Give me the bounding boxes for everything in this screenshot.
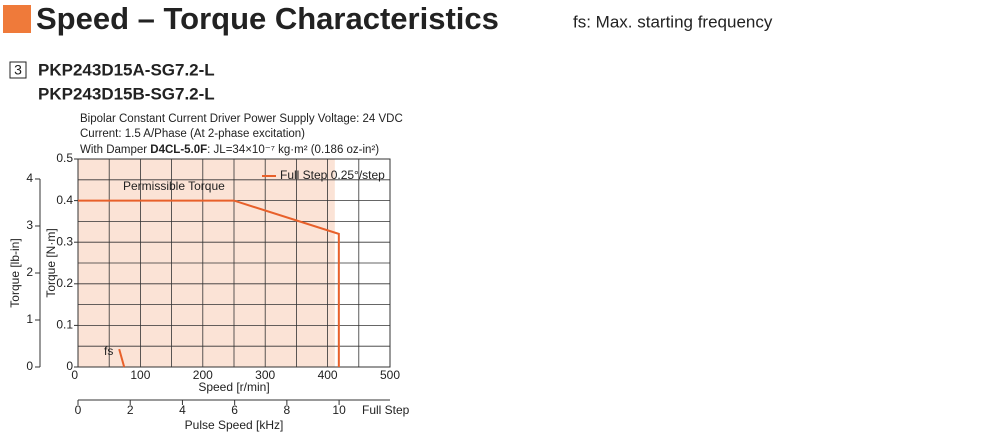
model: PKP243D15A-SG7.2-L xyxy=(38,60,215,79)
y2-axis-label: Torque [lb-in] xyxy=(8,238,22,307)
y-axis-label: Torque [N·m] xyxy=(44,228,58,297)
y2-tick-label: 2 xyxy=(26,265,33,279)
note: fs: Max. starting frequency xyxy=(573,12,773,31)
x-axis-label: Speed [r/min] xyxy=(198,380,269,394)
x-tick-label: 300 xyxy=(255,368,275,382)
x-tick-label: 200 xyxy=(193,368,213,382)
condition: Bipolar Constant Current Driver Power Su… xyxy=(80,113,403,125)
y-tick-label: 0 xyxy=(66,359,73,373)
damper: With Damper D4CL-5.0F: JL=34×10⁻⁷ kg·m² … xyxy=(80,144,379,156)
y-tick-label: 0.2 xyxy=(56,276,73,290)
x2-tick-label: 10 xyxy=(332,403,346,417)
page-title: Speed – Torque Characteristics xyxy=(36,1,499,36)
damper-inertia: : JL=34×10⁻⁷ kg·m² (0.186 oz-in²) xyxy=(207,144,379,156)
number-box xyxy=(9,61,27,79)
x-tick-label: 500 xyxy=(380,368,400,382)
model: PKP243D15B-SG7.2-L xyxy=(38,84,215,103)
legend-label: Full Step 0.25°/step xyxy=(280,168,385,182)
x2-tick-label: 2 xyxy=(127,403,134,417)
x2-axis-label: Pulse Speed [kHz] xyxy=(185,418,284,432)
y2-tick-label: 1 xyxy=(26,312,33,326)
region-label: Permissible Torque xyxy=(123,179,225,193)
fs-line xyxy=(118,348,126,368)
damper-prefix: With Damper xyxy=(80,144,150,156)
x-tick-label: 100 xyxy=(130,368,150,382)
x2-end-label: Full Step xyxy=(362,403,410,417)
x-tick-label: 400 xyxy=(318,368,338,382)
y2-tick-label: 0 xyxy=(26,359,33,373)
x2-tick-label: 4 xyxy=(179,403,186,417)
condition: Current: 1.5 A/Phase (At 2-phase excitat… xyxy=(80,128,305,140)
y-tick-label: 0.5 xyxy=(56,151,73,165)
damper-model: D4CL-5.0F xyxy=(150,144,207,156)
y-tick-label: 0.4 xyxy=(56,193,73,207)
plot-frame xyxy=(77,158,391,368)
x2-tick-label: 8 xyxy=(284,403,291,417)
x-tick-label: 0 xyxy=(71,368,78,382)
number: 3 xyxy=(14,62,22,78)
y-tick-label: 0.3 xyxy=(56,234,73,248)
y-tick-label: 0.1 xyxy=(56,318,73,332)
series-line xyxy=(78,199,340,367)
x2-tick-label: 6 xyxy=(231,403,238,417)
y2-tick-label: 3 xyxy=(26,218,33,232)
y2-tick-label: 4 xyxy=(26,171,33,185)
x2-tick-label: 0 xyxy=(75,403,82,417)
fs-label: fs xyxy=(104,344,113,358)
title-square xyxy=(3,5,31,33)
